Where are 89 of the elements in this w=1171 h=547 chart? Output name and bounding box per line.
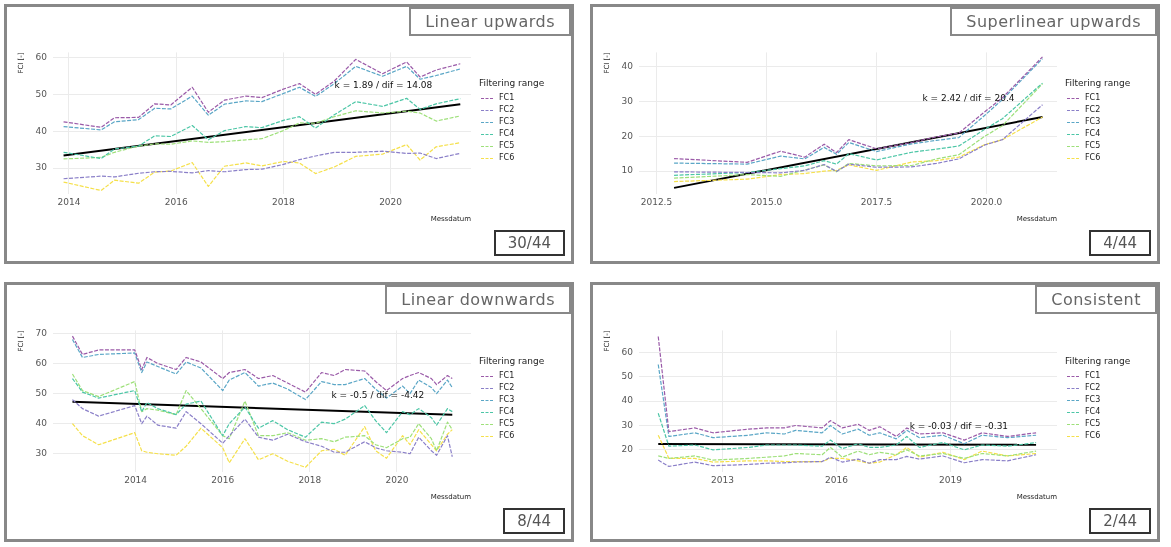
legend-title: Filtering range — [1065, 77, 1131, 89]
y-tick-label: 30 — [621, 419, 634, 430]
y-tick-label: 30 — [35, 448, 48, 459]
text: 30/44 — [493, 230, 565, 256]
x-tick-label: 2018 — [271, 196, 296, 207]
legend-label: FC5 — [499, 418, 515, 430]
legend-label: FC1 — [1085, 370, 1101, 382]
legend-label: FC2 — [1085, 104, 1101, 116]
line-series — [62, 142, 461, 192]
legend-label: FC5 — [1085, 418, 1101, 430]
y-tick-label: 60 — [35, 357, 48, 368]
legend-label: FC3 — [1085, 116, 1101, 128]
legend-label: FC1 — [499, 370, 515, 382]
x-tick-label: 2016 — [825, 474, 849, 485]
line-series — [657, 446, 1037, 461]
legend-label: FC1 — [499, 92, 515, 104]
text: 2/44 — [1089, 508, 1151, 534]
y-tick-label: 40 — [35, 125, 48, 136]
x-tick-label: 2012.5 — [640, 196, 673, 207]
x-tick-label: 2016 — [164, 196, 188, 207]
annotation: k = 2.42 / dif = 20.4 — [922, 92, 1015, 103]
legend-label: FC4 — [1085, 128, 1101, 140]
text: Consistent — [1035, 285, 1157, 314]
chart-title: Linear upwards — [409, 7, 571, 36]
y-tick-label: 40 — [621, 395, 634, 406]
y-tick-label: 40 — [621, 60, 634, 71]
line-series — [657, 363, 1037, 445]
y-tick-label: 50 — [621, 371, 634, 382]
legend-label: FC4 — [499, 128, 515, 140]
legend-label: FC5 — [499, 140, 515, 152]
x-tick-label: 2015.0 — [750, 196, 783, 207]
x-tick-label: 2018 — [298, 474, 322, 485]
legend-label: FC3 — [1085, 394, 1101, 406]
line-series — [657, 454, 1037, 468]
legend-label: FC2 — [1085, 382, 1101, 394]
chart-title: Linear downwards — [385, 285, 571, 314]
line-series — [657, 434, 1037, 464]
legend-label: FC6 — [1085, 152, 1101, 164]
chart-title: Superlinear upwards — [950, 7, 1157, 36]
line-series — [71, 335, 453, 393]
y-tick-label: 30 — [35, 162, 48, 173]
y-tick-label: 30 — [621, 95, 634, 106]
annotation: k = -0.03 / dif = -0.31 — [909, 420, 1009, 431]
x-tick-label: 2020 — [385, 474, 409, 485]
y-tick-label: 50 — [35, 387, 48, 398]
legend-label: FC6 — [499, 430, 515, 442]
line-series — [71, 373, 453, 452]
line-series — [657, 335, 1037, 441]
y-tick-label: 50 — [35, 88, 48, 99]
annotation: k = 1.89 / dif = 14.08 — [334, 80, 433, 91]
y-tick-label: 40 — [35, 418, 48, 429]
x-tick-label: 2013 — [711, 474, 734, 485]
line-series — [71, 338, 453, 401]
text: 4/44 — [1089, 230, 1151, 256]
y-tick-label: 70 — [35, 327, 48, 338]
x-tick-label: 2016 — [211, 474, 235, 485]
line-series — [71, 399, 453, 458]
legend-label: FC6 — [499, 152, 515, 164]
y-tick-label: 20 — [621, 444, 634, 455]
legend-label: FC1 — [1085, 92, 1101, 104]
legend-label: FC3 — [499, 394, 515, 406]
x-tick-label: 2017.5 — [860, 196, 893, 207]
y-tick-label: 10 — [621, 165, 634, 176]
line-series — [62, 150, 461, 180]
line-series — [62, 110, 461, 160]
legend-title: Filtering range — [479, 355, 545, 367]
x-tick-label: 2020.0 — [970, 196, 1003, 207]
legend-label: FC4 — [499, 406, 515, 418]
legend-label: FC4 — [1085, 406, 1101, 418]
legend-label: FC3 — [499, 116, 515, 128]
x-tick-label: 2019 — [939, 474, 963, 485]
x-tick-label: 2014 — [124, 474, 148, 485]
line-series — [71, 423, 453, 468]
x-tick-label: 2020 — [379, 196, 403, 207]
annotation: k = -0.5 / dif = -4.42 — [331, 390, 425, 401]
y-tick-label: 60 — [621, 346, 634, 357]
line-series — [71, 377, 453, 438]
legend-label: FC2 — [499, 104, 515, 116]
legend-label: FC2 — [499, 382, 515, 394]
y-tick-label: 60 — [35, 52, 48, 63]
text: 8/44 — [503, 508, 565, 534]
line-series — [673, 104, 1044, 174]
y-tick-label: 20 — [621, 130, 634, 141]
legend-label: FC6 — [1085, 430, 1101, 442]
legend-title: Filtering range — [1065, 355, 1131, 367]
legend-label: FC5 — [1085, 140, 1101, 152]
line-series — [657, 412, 1037, 451]
legend-title: Filtering range — [479, 77, 545, 89]
x-tick-label: 2014 — [57, 196, 81, 207]
